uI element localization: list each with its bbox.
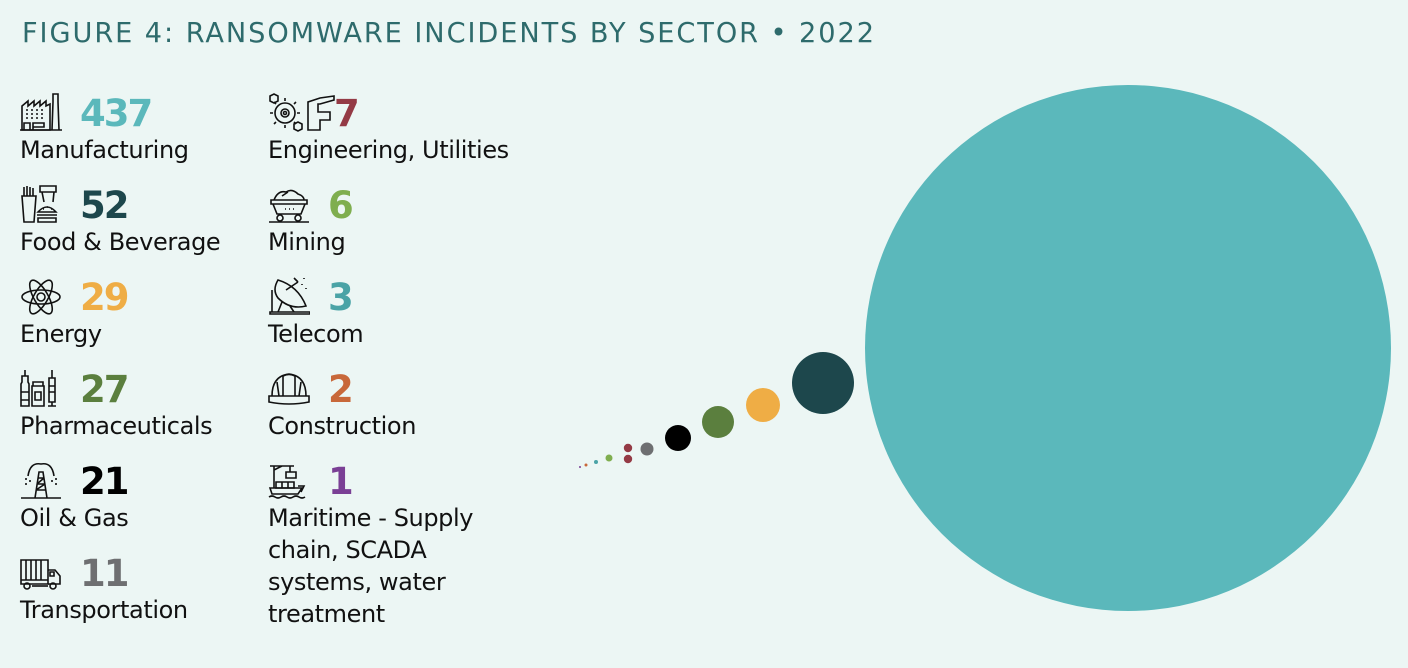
mining-label: Mining [268, 228, 346, 256]
engineering-utilities-value: 7 [334, 92, 360, 135]
bubble-utilities [623, 454, 633, 464]
engineering-utilities-label: Engineering, Utilities [268, 136, 509, 164]
pharmaceuticals-label: Pharmaceuticals [20, 412, 213, 440]
sector-transportation: 11 Transportation [20, 548, 188, 626]
oil-gas-value: 21 [80, 460, 129, 503]
mine-cart-icon [268, 184, 310, 224]
construction-label: Construction [268, 412, 417, 440]
transportation-label: Transportation [20, 596, 188, 624]
truck-icon [20, 552, 62, 592]
transportation-value: 11 [80, 552, 129, 595]
bubble-oil-gas [665, 425, 691, 451]
bubble-telecom [594, 460, 598, 464]
bubble-construction [584, 463, 588, 467]
bubble-group [579, 85, 1391, 611]
bubble-manufacturing [865, 85, 1391, 611]
bubble-transportation [640, 442, 654, 456]
maritime-label: Maritime - Supply chain, SCADA systems, … [268, 504, 474, 628]
bubble-mining [605, 454, 613, 462]
mining-value: 6 [328, 184, 354, 227]
sector-energy: 29 Energy [20, 272, 129, 350]
bubble-food-beverage [792, 352, 854, 414]
bubble-energy [746, 388, 780, 422]
bubble-maritime [579, 466, 581, 468]
atom-icon [20, 276, 62, 316]
bubble-engineering [623, 443, 633, 453]
food-beverage-label: Food & Beverage [20, 228, 221, 256]
oil-rig-icon [20, 460, 62, 500]
sector-construction: 2 Construction [268, 364, 416, 442]
factory-icon [20, 92, 62, 132]
sector-manufacturing: 437 Manufacturing [20, 88, 189, 166]
construction-value: 2 [328, 368, 354, 411]
telecom-value: 3 [328, 276, 354, 319]
energy-label: Energy [20, 320, 102, 348]
manufacturing-label: Manufacturing [20, 136, 189, 164]
gear-faucet-icon [268, 92, 338, 132]
maritime-value: 1 [328, 460, 354, 503]
bubble-pharmaceuticals [702, 406, 734, 438]
sector-pharmaceuticals: 27 Pharmaceuticals [20, 364, 213, 442]
sector-mining: 6 Mining [268, 180, 354, 258]
sector-engineering-utilities: 7 Engineering, Utilities [268, 88, 509, 166]
energy-value: 29 [80, 276, 129, 319]
food-beverage-value: 52 [80, 184, 129, 227]
telecom-label: Telecom [268, 320, 364, 348]
sector-oil-gas: 21 Oil & Gas [20, 456, 129, 534]
medicine-icon [20, 368, 62, 408]
satellite-dish-icon [268, 276, 310, 316]
pharmaceuticals-value: 27 [80, 368, 129, 411]
sector-telecom: 3 Telecom [268, 272, 364, 350]
ship-crane-icon [268, 460, 310, 500]
sector-maritime: 1 Maritime - Supply chain, SCADA systems… [268, 456, 508, 630]
fast-food-icon [20, 184, 62, 224]
hard-hat-icon [268, 368, 310, 408]
sector-food-beverage: 52 Food & Beverage [20, 180, 221, 258]
manufacturing-value: 437 [80, 92, 153, 135]
oil-gas-label: Oil & Gas [20, 504, 129, 532]
figure-title: FIGURE 4: RANSOMWARE INCIDENTS BY SECTOR… [22, 16, 876, 49]
